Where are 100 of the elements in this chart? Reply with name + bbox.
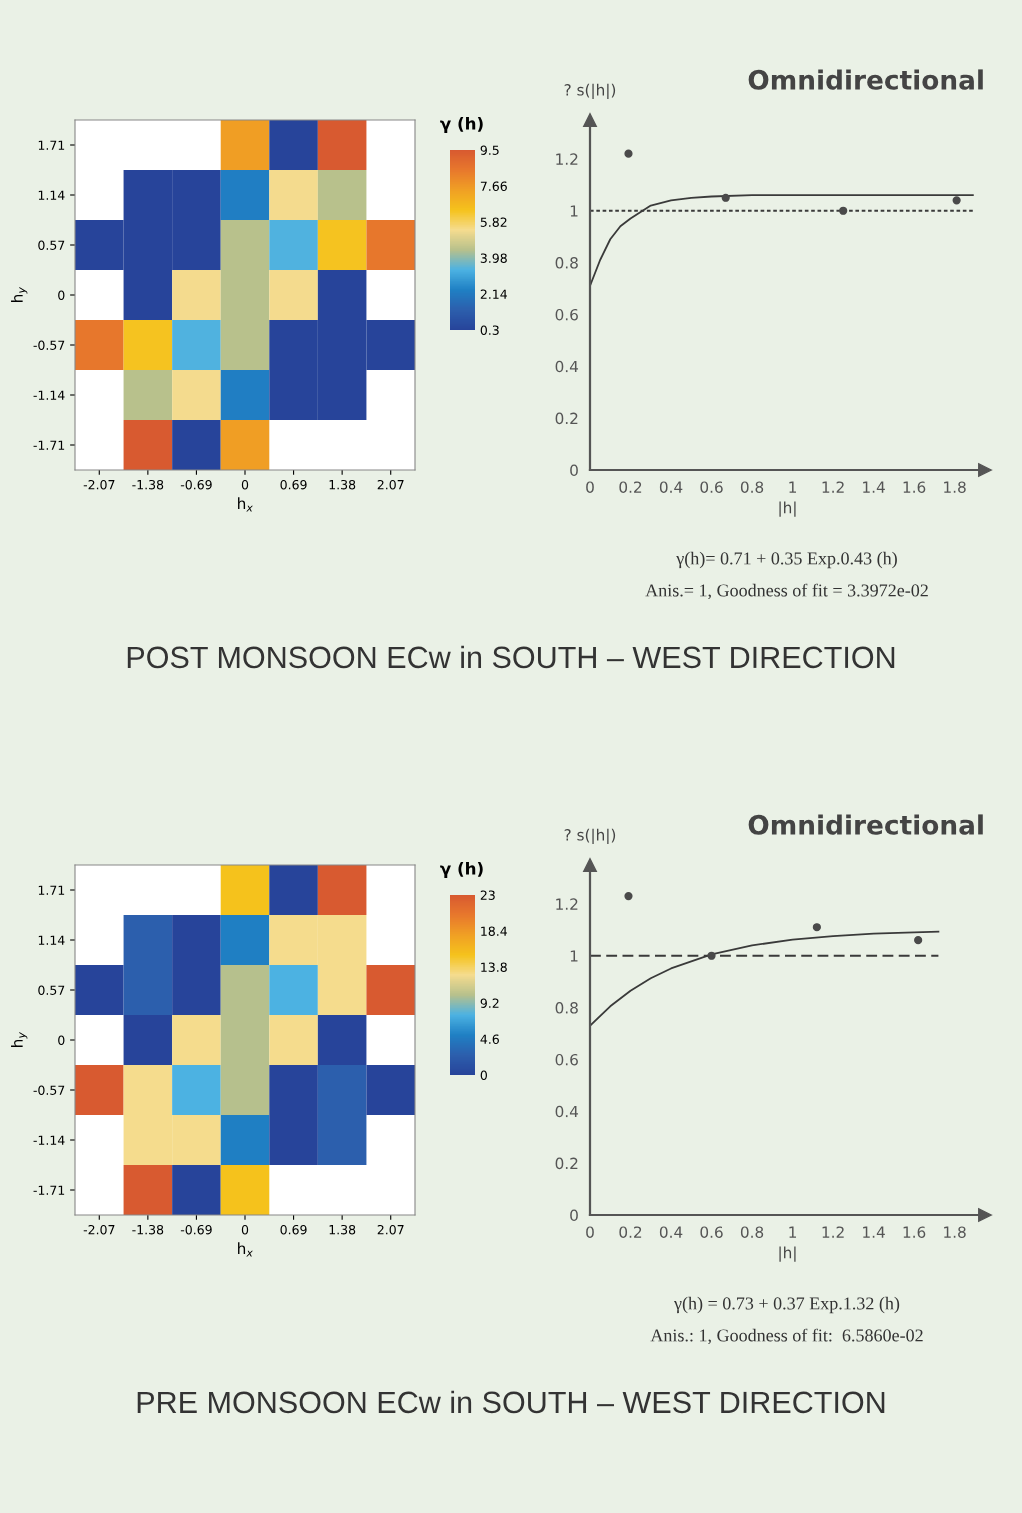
x-tick-label: 1.4 <box>863 1226 885 1238</box>
y-tick-label: 1 <box>570 950 578 962</box>
y-tick-label: 0.2 <box>555 412 578 425</box>
chart-title: Omnidirectional <box>748 69 983 90</box>
color-bar-title: γ (h) <box>440 116 483 134</box>
x-tick-label: -1.38 <box>132 479 164 490</box>
color-bar-label: 0.3 <box>480 325 499 335</box>
y-tick-label: 1.2 <box>556 153 578 165</box>
text: PRE MONSOON ECw in SOUTH – WEST DIRECTION <box>137 1390 885 1414</box>
y-tick-label: 0.57 <box>38 985 65 995</box>
y-tick-label: -1.14 <box>33 390 65 400</box>
line-series <box>590 930 940 1027</box>
x-tick-label: 0 <box>241 1224 249 1235</box>
x-tick-label: 0.4 <box>659 481 683 493</box>
point <box>839 206 848 215</box>
y-tick-label: 0.8 <box>555 1002 578 1014</box>
text: Anis.: 1, Goodness of fit: 6.5860e-02 <box>650 1328 923 1345</box>
x-tick-label: 1.2 <box>822 481 844 493</box>
x-tick-label: 2.07 <box>377 1224 404 1235</box>
x-tick-label: 1.38 <box>329 1224 356 1235</box>
color-bar-title: γ (h) <box>440 861 483 879</box>
text: γ(h)= 0.71 + 0.35 Exp.0.43 (h) <box>676 551 897 569</box>
color-bar-label: 0 <box>480 1070 487 1080</box>
x-tick-label: 1 <box>789 481 797 493</box>
x-tick-label: 0.2 <box>619 1226 642 1238</box>
y-tick-label: 0.57 <box>38 240 65 250</box>
x-tick-label: 0 <box>241 479 249 490</box>
point <box>952 196 961 205</box>
x-axis-title: h$_{x}$ <box>238 497 253 512</box>
y-tick-label: 0.6 <box>555 1053 578 1066</box>
x-tick-label: 1.38 <box>329 479 356 490</box>
x-tick-label: 2.07 <box>377 479 404 490</box>
x-tick-label: -2.07 <box>83 479 115 490</box>
text: γ(h) = 0.73 + 0.37 Exp.1.32 (h) <box>674 1296 900 1314</box>
color-bar-label: 23 <box>480 890 495 900</box>
point <box>624 892 633 901</box>
y-tick-label: -1.14 <box>33 1135 65 1145</box>
text: POST MONSOON ECw in SOUTH – WEST DIRECTION <box>127 645 895 669</box>
x-axis-title: |h| <box>779 1246 796 1262</box>
color-bar-label: 4.6 <box>480 1034 499 1044</box>
y-tick-label: 0.2 <box>555 1157 578 1170</box>
y-tick-label: 0.4 <box>555 1105 579 1118</box>
y-axis-title: ? s(|h|) <box>564 83 616 99</box>
x-tick-label: 0.6 <box>700 481 723 493</box>
x-tick-label: -1.38 <box>132 1224 164 1235</box>
y-tick-label: 0 <box>570 464 578 477</box>
color-bar-label: 9.2 <box>480 998 499 1008</box>
x-tick-label: 0.8 <box>740 1226 764 1238</box>
x-tick-label: 1.2 <box>822 1226 844 1238</box>
y-tick-label: -0.57 <box>33 1085 65 1095</box>
y-tick-label: 0 <box>58 1035 65 1045</box>
color-bar-label: 5.82 <box>480 217 507 227</box>
y-tick-label: 0 <box>570 1209 578 1222</box>
y-tick-label: -1.71 <box>33 1185 65 1195</box>
y-tick-label: 0.6 <box>555 308 578 321</box>
point <box>812 923 821 932</box>
y-tick-label: 1 <box>570 205 578 217</box>
x-tick-label: 0 <box>586 1226 594 1238</box>
x-tick-label: 1.4 <box>863 481 885 493</box>
y-tick-label: 1.71 <box>38 140 65 150</box>
y-tick-label: -1.71 <box>33 440 65 450</box>
color-bar-label: 18.4 <box>481 926 507 936</box>
point <box>721 193 730 202</box>
y-tick-label: 1.2 <box>556 898 578 910</box>
x-axis-title: |h| <box>779 501 796 517</box>
x-tick-label: -0.69 <box>180 1224 212 1235</box>
x-tick-label: 0.69 <box>280 1224 307 1235</box>
color-bar-label: 2.14 <box>480 289 507 299</box>
y-axis-title: h$_{y}$ <box>11 287 28 302</box>
line-series <box>590 194 974 287</box>
y-axis-title: ? s(|h|) <box>564 828 616 844</box>
color-bar-label: 7.66 <box>480 181 507 191</box>
text: Anis.= 1, Goodness of fit = 3.3972e-02 <box>645 583 928 600</box>
y-tick-label: 0.4 <box>555 360 579 373</box>
x-axis-title: h$_{x}$ <box>238 1242 253 1257</box>
point <box>707 951 716 960</box>
color-bar-label: 3.98 <box>480 253 507 263</box>
point <box>914 936 923 945</box>
y-tick-label: 1.14 <box>38 190 65 200</box>
x-tick-label: -0.69 <box>180 479 212 490</box>
x-tick-label: 0.8 <box>740 481 764 493</box>
x-tick-label: -2.07 <box>83 1224 115 1235</box>
x-tick-label: 1.6 <box>903 1226 926 1238</box>
x-tick-label: 1 <box>789 1226 797 1238</box>
x-tick-label: 0.2 <box>619 481 642 493</box>
x-tick-label: 0.6 <box>700 1226 723 1238</box>
x-tick-label: 1.6 <box>903 481 926 493</box>
y-tick-label: -0.57 <box>33 340 65 350</box>
chart-title: Omnidirectional <box>748 814 983 835</box>
x-tick-label: 0 <box>586 481 594 493</box>
x-tick-label: 0.4 <box>659 1226 683 1238</box>
color-bar-label: 13.8 <box>481 962 507 972</box>
point <box>624 149 633 158</box>
y-tick-label: 1.71 <box>38 885 65 895</box>
x-tick-label: 1.8 <box>944 1226 966 1238</box>
y-axis-title: h$_{y}$ <box>11 1032 28 1047</box>
y-tick-label: 1.14 <box>38 935 65 945</box>
x-tick-label: 0.69 <box>280 479 307 490</box>
y-tick-label: 0 <box>58 290 65 300</box>
color-bar-label: 9.5 <box>480 145 499 155</box>
